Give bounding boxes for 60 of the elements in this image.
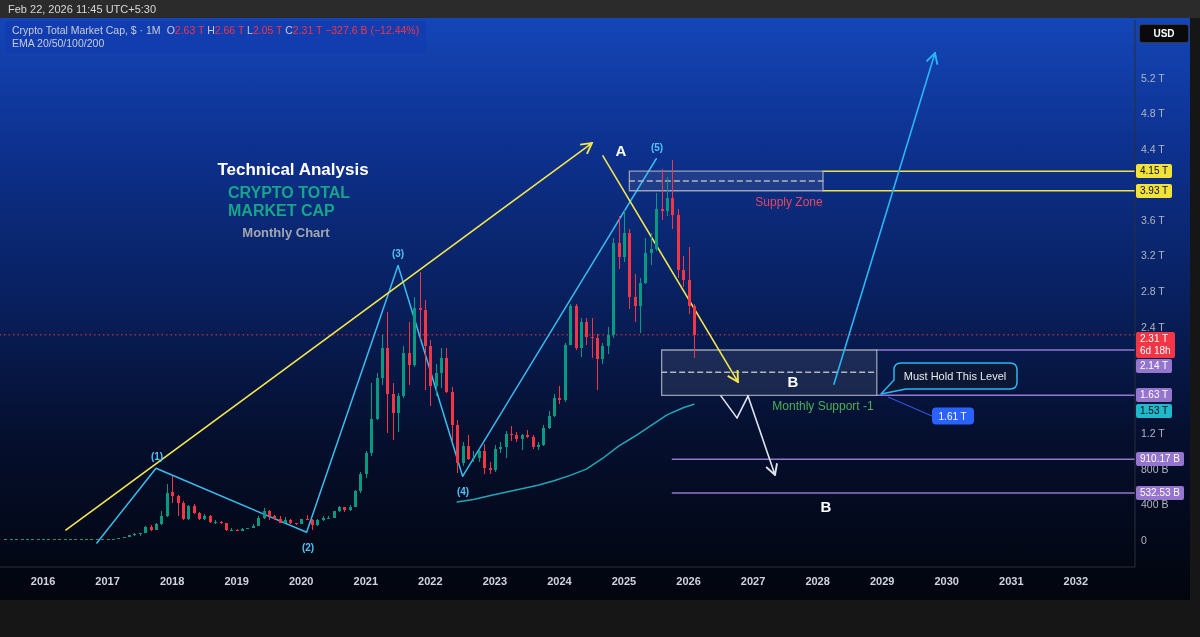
annotation: Monthly Chart [242,224,330,240]
chart-title: Crypto Total Market Cap, $ · 1M [12,24,161,36]
y-tick-label: 2.4 T [1141,320,1166,333]
x-tick-label: 2023 [482,574,508,587]
x-tick-label: 2028 [805,574,830,587]
text: O2.63 T H2.66 T L2.05 T C2.31 T −327.6 B (−12.44%) [166,24,420,36]
annotation: B [820,497,832,515]
annotation: B [787,372,799,390]
annotation: Supply Zone [755,195,823,209]
x-tick-label: 2031 [999,574,1024,587]
candlestick [510,426,513,441]
x-tick-label: 2027 [740,574,766,587]
line-series [96,158,658,544]
y-tick-label: 4.4 T [1141,142,1166,155]
candlestick [472,451,475,462]
annotation: Technical Analysis [217,160,369,180]
data-label: 2.14 T [1140,359,1169,372]
x-tick-label: 2030 [934,574,959,587]
annotation: (1) [150,450,164,462]
candlestick [661,169,664,220]
x-tick-label: 2021 [353,574,379,587]
annotation: 1.61 T [931,407,974,425]
x-tick-label: 2024 [547,574,573,587]
y-axis-title: USD [1139,24,1189,43]
annotation: Must Hold This Level [903,370,1007,382]
text: 1.53 T [1136,404,1173,418]
y-tick-label: 3.6 T [1141,213,1166,226]
x-tick-label: 2022 [418,574,443,587]
ref-line-label: 2.31 T 6d 18h [1140,332,1171,357]
y-tick-label: 1.2 T [1141,427,1166,440]
y-tick-label: 5.2 T [1141,71,1166,84]
x-tick-label: 2017 [95,574,120,587]
data-label: 532.53 B [1140,486,1181,499]
x-tick-label: 2020 [288,574,314,587]
data-label: 4.15 T [1140,165,1169,178]
x-tick-label: 2026 [676,574,701,587]
annotation: (3) [391,247,405,259]
line-series [456,403,695,503]
annotation: (4) [456,485,470,497]
y-tick-label: 0 [1141,534,1147,547]
x-tick-label: 2019 [224,574,249,587]
x-tick-label: 2016 [30,574,56,587]
annotation: (5) [650,141,664,153]
y-tick-label: 2.8 T [1141,285,1166,297]
annotation: CRYPTO TOTAL MARKET CAP [228,184,351,220]
annotation: A [615,141,627,159]
x-tick-label: 2032 [1063,574,1089,587]
annotation: Monthly Support -1 [772,399,874,413]
data-label: 1.63 T [1140,389,1169,402]
y-tick-label: 400 B [1141,498,1169,511]
text: Feb 22, 2026 11:45 UTC+5:30 [8,3,157,15]
annotation: (2) [301,541,315,553]
data-label: 3.93 T [1140,184,1169,197]
x-tick-label: 2018 [159,574,185,587]
x-tick-label: 2029 [869,574,895,587]
y-tick-label: 4.8 T [1141,107,1166,120]
data-label: 910.17 B [1140,453,1181,466]
x-tick-label: 2025 [611,574,637,587]
annotation: EMA 20/50/100/200 [12,37,106,50]
y-tick-label: 3.2 T [1141,249,1166,262]
